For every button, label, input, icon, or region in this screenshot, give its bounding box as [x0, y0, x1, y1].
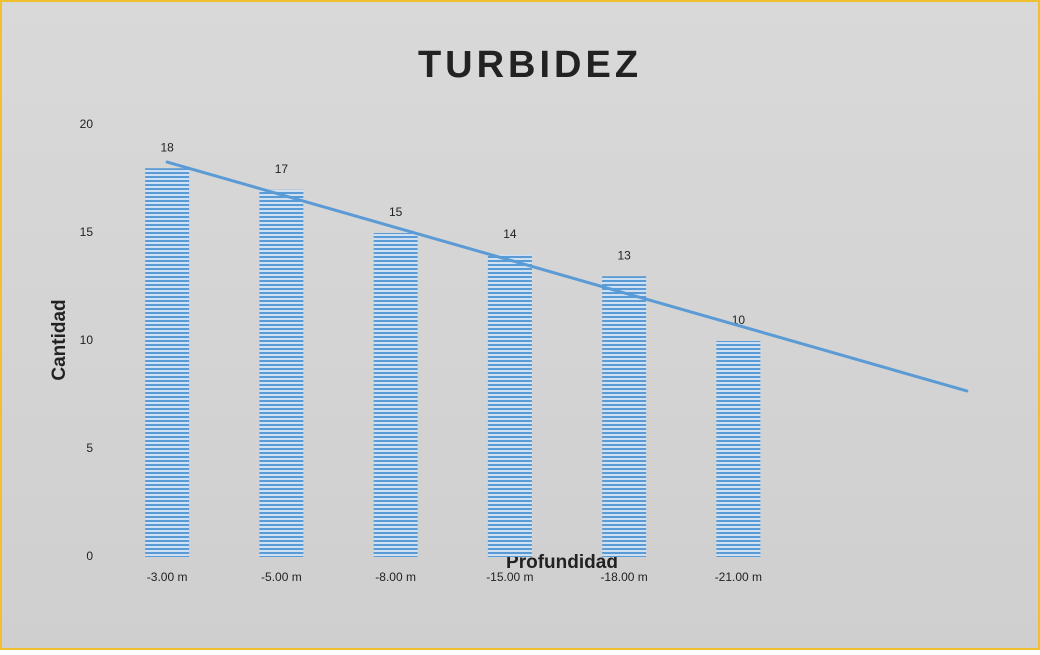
y-tick-label: 20	[80, 117, 94, 131]
y-axis-title: Cantidad	[49, 299, 70, 380]
x-tick-label: -18.00 m	[600, 570, 647, 584]
bar	[373, 233, 418, 557]
data-label: 15	[389, 205, 403, 219]
x-tick-label: -15.00 m	[486, 570, 533, 584]
data-label: 18	[160, 140, 174, 154]
x-axis-title: Profundidad	[506, 552, 618, 573]
bar	[602, 276, 647, 557]
x-tick-label: -21.00 m	[715, 570, 762, 584]
data-label: 17	[275, 162, 289, 176]
data-label: 14	[503, 227, 517, 241]
y-tick-label: 10	[80, 333, 94, 347]
y-tick-label: 15	[80, 225, 94, 239]
bar	[716, 341, 761, 557]
data-label: 13	[617, 248, 631, 262]
trendline	[165, 160, 969, 393]
bar	[259, 189, 304, 558]
chart-title: TURBIDEZ	[418, 44, 642, 86]
y-tick-label: 0	[86, 549, 93, 563]
x-tick-label: -3.00 m	[147, 570, 188, 584]
y-tick-label: 5	[86, 441, 93, 455]
x-tick-label: -5.00 m	[261, 570, 302, 584]
x-tick-label: -8.00 m	[375, 570, 416, 584]
bar	[487, 254, 532, 557]
bar	[145, 168, 190, 557]
